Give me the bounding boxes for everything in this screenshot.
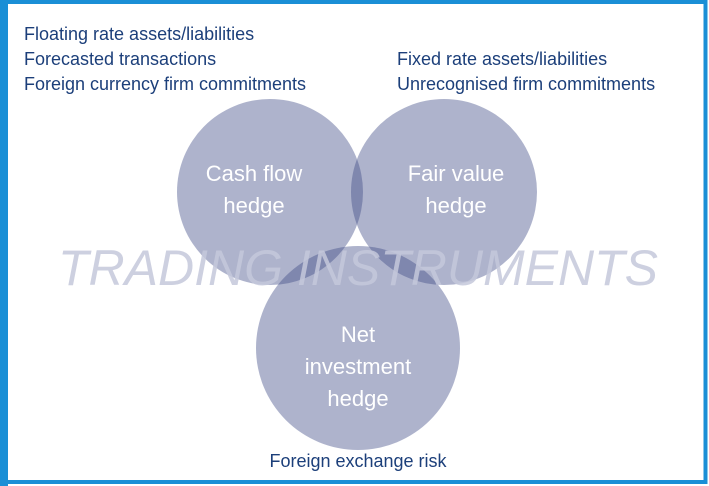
- note-line: Forecasted transactions: [24, 49, 216, 69]
- circle-label: hedge: [327, 386, 388, 411]
- circle-label: hedge: [223, 193, 284, 218]
- circle-label: investment: [305, 354, 411, 379]
- circle-label: hedge: [425, 193, 486, 218]
- circle-label: Net: [341, 322, 375, 347]
- note-line: Floating rate assets/liabilities: [24, 24, 254, 44]
- bottom-label: Foreign exchange risk: [269, 451, 447, 471]
- circle: [351, 99, 537, 285]
- circle-label: Fair value: [408, 161, 505, 186]
- note-line: Fixed rate assets/liabilities: [397, 49, 607, 69]
- circle: [177, 99, 363, 285]
- watermark: TRADING INSTRUMENTS: [58, 240, 658, 296]
- circle: [256, 246, 460, 450]
- note-line: Unrecognised firm commitments: [397, 74, 655, 94]
- frame-left: [0, 0, 8, 486]
- venn: [177, 99, 537, 450]
- note-line: Foreign currency firm commitments: [24, 74, 306, 94]
- circle-label: Cash flow: [206, 161, 303, 186]
